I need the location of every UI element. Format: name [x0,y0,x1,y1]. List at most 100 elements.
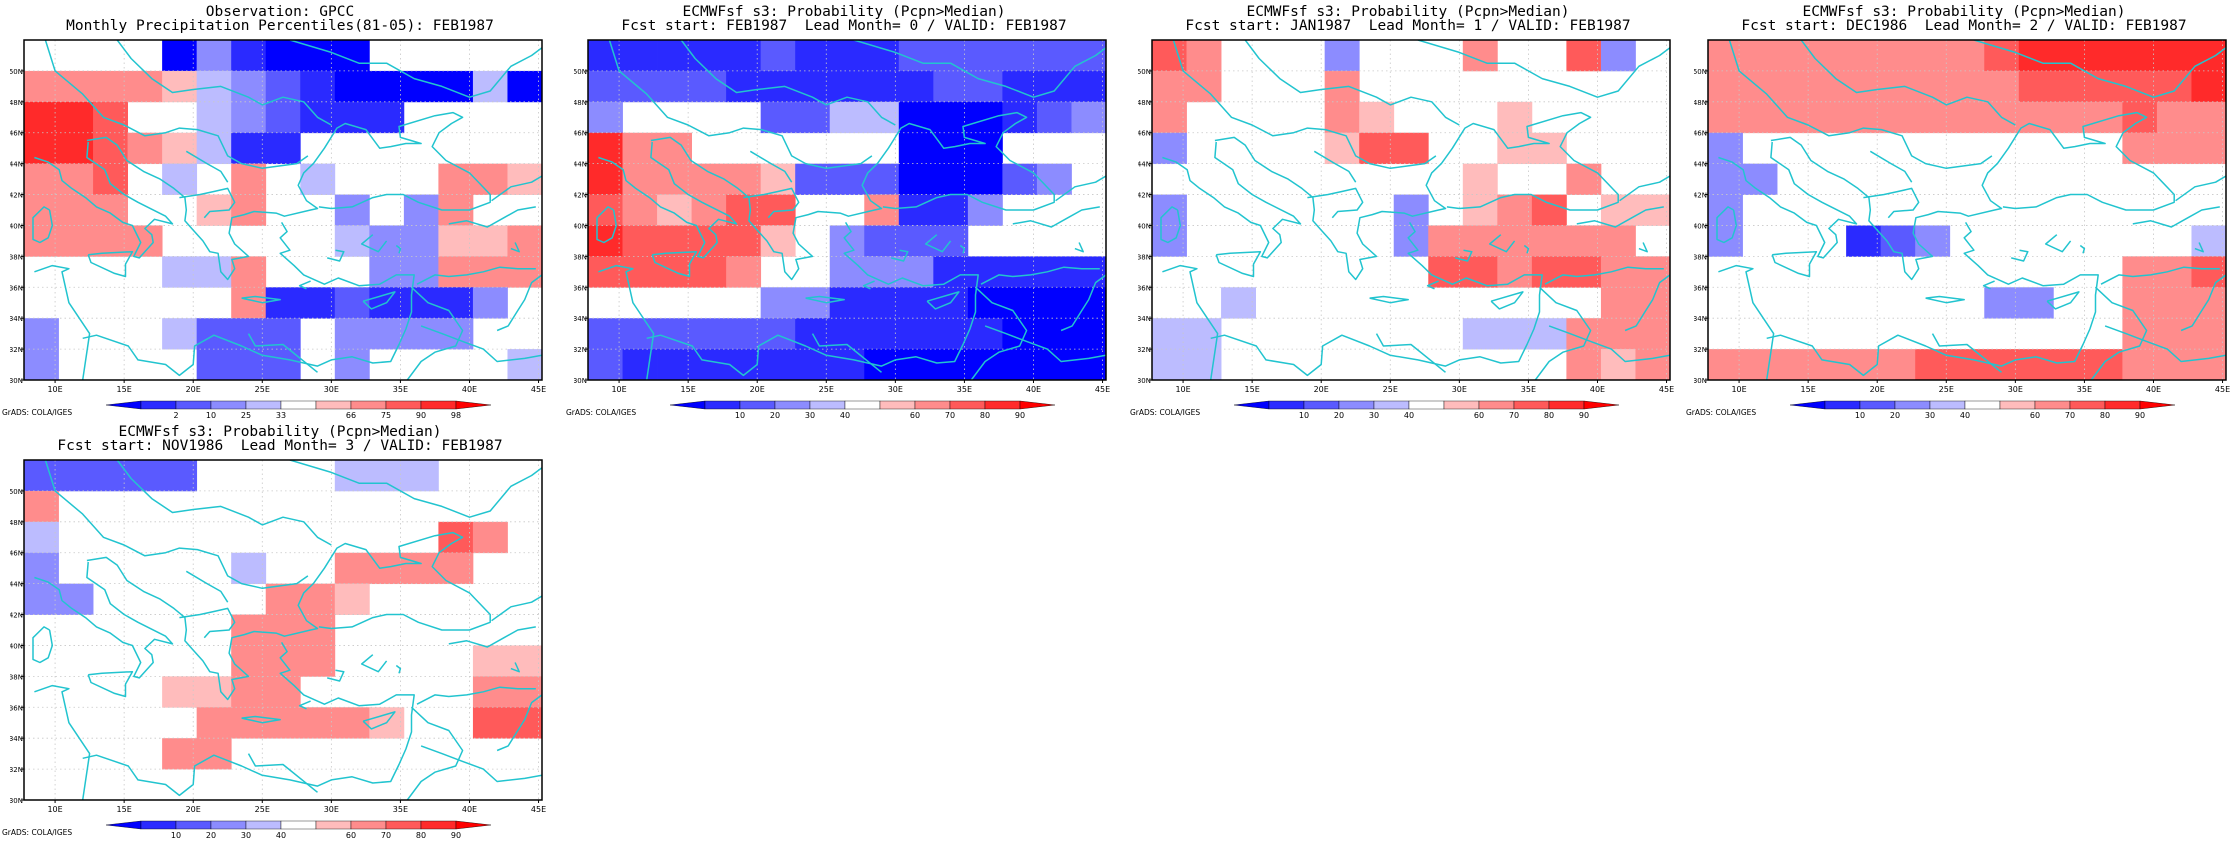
coastline [491,595,542,622]
heatmap-cell [691,163,727,195]
map-frame [23,459,543,801]
heatmap-cell [1915,225,1951,257]
heatmap-cell [829,256,865,288]
heatmap-cell [196,132,232,165]
colorbar-swatch [984,400,1021,410]
coastline [1771,250,1818,278]
colorbar-swatch [175,400,212,410]
heatmap-cell [1359,132,1395,165]
heatmap-cell [1635,349,1671,381]
heatmap-cell [127,460,163,492]
heatmap-cell [1635,256,1671,288]
coastline [743,187,800,219]
coastline [1426,280,1439,290]
lat-tick-label: 32N [1138,346,1151,354]
coastline [1718,141,1858,259]
grads-credit: GrADS: COLA/IGES [1686,408,1757,417]
coastlines [1716,40,2226,380]
coastline [289,460,542,518]
heatmap-cell [2053,40,2089,72]
coastline [448,626,536,648]
heatmap-cell [1186,70,1222,103]
heatmap-cell [507,676,543,708]
lat-tick-label: 46N [1694,130,1707,138]
heatmap-cell [2191,101,2227,134]
coastline [1490,291,1524,310]
coastline [185,150,229,183]
heatmap-cell [231,676,267,708]
coastline [395,244,402,254]
heatmap-cell [1742,40,1778,72]
panel-lead-month-3: ECMWFsf s3: Probability (Pcpn>Median) Fc… [2,424,550,844]
coastline [1638,242,1648,253]
heatmap-cell [1531,225,1567,257]
heatmap-cell [1984,349,2020,381]
lat-tick-label: 44N [574,161,587,169]
coastline [646,222,979,377]
heatmap-cell [2122,287,2158,319]
heatmap-cell [864,318,900,350]
heatmap-cell [1777,70,1812,103]
heatmap-cell [864,349,900,381]
heatmap-cell [1071,318,1107,350]
colorbar-label: 20 [770,411,780,420]
heatmap-cell [334,583,370,615]
heatmap-cell [196,101,232,134]
coastline [406,286,464,380]
colorbar-label: 33 [276,411,286,420]
coastline [420,325,542,363]
heatmap-cell [1002,163,1038,195]
heatmap-cell [1600,287,1636,319]
heatmap-cell [231,101,267,134]
heatmap-cell [1742,349,1778,381]
lon-tick-label: 35E [393,805,408,814]
heatmap-cell [231,194,267,226]
lon-tick-label: 20E [1870,385,1885,394]
heatmap-cell [657,194,692,226]
heatmap-cell [58,163,94,195]
heatmap-cell [657,70,692,103]
coastline [1925,295,1965,304]
heatmap-cell [898,163,934,195]
heatmap-cell [2191,287,2227,319]
heatmap-cell [933,256,969,288]
coastline [1244,40,1460,126]
heatmap-cell [93,194,128,226]
lon-tick-label: 15E [1801,385,1816,394]
lon-tick-label: 30E [1452,385,1467,394]
coastline [86,531,491,701]
heatmap-cell [1036,349,1072,381]
heatmap-cell [588,256,623,288]
heatmap-cell [507,645,543,677]
heatmap-cell [438,256,474,288]
colorbar-swatch [704,400,741,410]
panel-title-line1: ECMWFsf s3: Probability (Pcpn>Median) [118,424,442,440]
colorbar-label: 70 [2065,411,2075,420]
colorbar-swatch [1999,400,2036,410]
panel-title-line2: Fcst start: DEC1986 Lead Month= 2 / VALI… [1741,18,2187,34]
heatmap-cell [231,163,267,195]
colorbar-swatch [280,820,317,830]
heatmap-cell [2191,132,2227,165]
lon-tick-label: 20E [186,805,201,814]
colorbar-swatch [420,820,457,830]
lat-tick-label: 48N [1138,99,1151,107]
colorbar: 2 10 25 33 66 75 90 98 [105,400,492,420]
heatmap-cell [265,676,301,708]
heatmap-cell [1497,132,1533,165]
lat-tick-label: 42N [1138,192,1151,200]
heatmap-cell [829,287,865,319]
coastline [360,234,388,253]
colorbar-label: 40 [276,831,286,840]
coastline [805,295,845,304]
heatmap-cell [2191,225,2227,257]
coastline [179,607,236,639]
heatmap-cell [898,101,934,134]
heatmap-cell [2191,70,2227,103]
heatmap-cell [1002,40,1038,72]
coastline [2044,234,2072,253]
lon-tick-label: 20E [750,385,765,394]
heatmap-cell [1324,101,1360,134]
heatmap-cell [1497,194,1533,226]
coastline [87,670,134,698]
